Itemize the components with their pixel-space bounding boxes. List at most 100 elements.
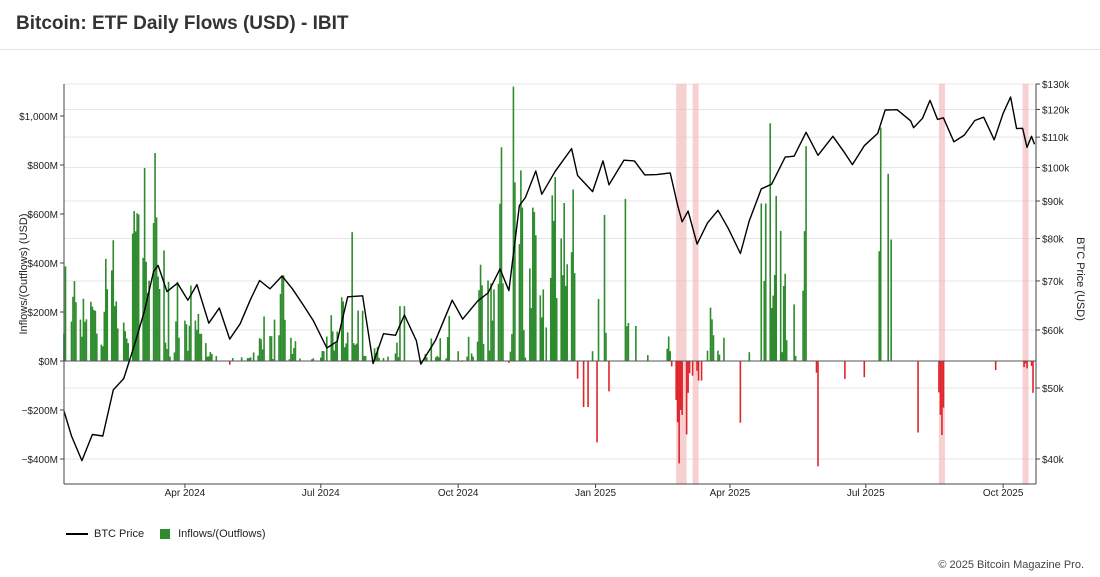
flow-bar	[166, 348, 168, 361]
flow-bar	[133, 211, 135, 361]
flow-bar	[627, 323, 630, 361]
flow-bar	[157, 276, 159, 361]
flow-bar	[802, 290, 804, 361]
flow-bar	[290, 337, 292, 361]
flow-bar	[739, 361, 742, 423]
flow-bar	[81, 336, 83, 361]
flow-bar	[125, 338, 128, 361]
grid-lines	[64, 83, 1036, 460]
flow-bar	[403, 306, 406, 361]
flow-bar	[687, 361, 689, 393]
flow-bar	[436, 355, 439, 361]
flow-bar	[697, 361, 700, 381]
flow-bar	[542, 289, 545, 361]
flow-bar	[763, 280, 766, 361]
flow-bar	[466, 356, 468, 361]
flow-bar	[199, 333, 201, 361]
legend-flows-label[interactable]: Inflows/(Outflows)	[178, 528, 266, 540]
flow-bar	[249, 357, 252, 361]
flow-bar	[105, 258, 107, 361]
flow-bar	[299, 358, 301, 361]
left-tick-label: $800M	[27, 161, 58, 172]
flow-bar	[72, 296, 74, 361]
flow-bar	[211, 353, 213, 361]
flow-bars	[63, 86, 1034, 467]
flow-bar	[131, 233, 134, 361]
x-tick-label: Jul 2024	[302, 488, 340, 499]
x-tick-label: Apr 2025	[710, 488, 751, 499]
flow-bar	[448, 315, 451, 361]
highlight-band	[938, 84, 945, 484]
flow-bar	[994, 361, 997, 371]
flow-bar	[430, 338, 433, 361]
flow-bar	[173, 352, 176, 361]
flow-bar	[334, 343, 337, 361]
flow-bar	[446, 336, 449, 361]
flow-bar	[570, 252, 573, 361]
flow-bar	[64, 266, 67, 361]
flow-bar	[73, 281, 76, 361]
flow-bar	[1026, 361, 1028, 369]
flow-bar	[879, 127, 882, 361]
flow-bar	[784, 273, 786, 361]
highlight-band	[1022, 84, 1029, 484]
left-tick-label: $0M	[39, 357, 58, 368]
flow-bar	[482, 343, 485, 361]
flow-bar	[167, 281, 170, 361]
flow-bar	[539, 295, 542, 361]
flow-bar	[261, 349, 264, 361]
right-tick-label: $60k	[1042, 326, 1065, 337]
flow-bar	[293, 348, 295, 361]
flow-bar	[124, 331, 127, 361]
flow-bar	[844, 361, 846, 379]
flow-bar	[91, 306, 94, 361]
flow-bar	[878, 251, 881, 361]
flow-bar	[676, 361, 679, 423]
flow-bar	[269, 336, 271, 361]
flow-bar	[110, 270, 113, 361]
flow-bar	[382, 358, 385, 361]
flow-bar	[342, 301, 345, 361]
flow-bar	[490, 283, 492, 361]
flow-bar	[1032, 361, 1034, 393]
copyright-text: © 2025 Bitcoin Magazine Pro.	[938, 559, 1084, 571]
flow-bar	[103, 311, 106, 361]
flow-bar	[291, 353, 294, 361]
x-tick-label: Jul 2025	[847, 488, 885, 499]
flow-bar	[597, 299, 600, 361]
flow-bar	[775, 195, 778, 361]
flow-bar	[514, 182, 516, 361]
flow-bar	[208, 356, 210, 361]
flow-bar	[669, 351, 671, 361]
flow-bar	[445, 358, 448, 361]
flow-bar	[152, 223, 155, 361]
flow-bar	[523, 330, 525, 361]
flow-bar	[566, 264, 568, 361]
flow-bar	[257, 355, 259, 361]
flow-bar	[457, 351, 459, 361]
x-tick-label: Oct 2024	[438, 488, 479, 499]
flow-bar	[146, 292, 149, 361]
flow-bar	[248, 358, 250, 361]
flow-bar	[502, 283, 504, 361]
flow-bar	[533, 212, 536, 361]
flow-bar	[188, 325, 191, 361]
legend-price-label[interactable]: BTC Price	[94, 528, 145, 540]
flow-bar	[685, 361, 688, 435]
flow-bar	[520, 170, 522, 361]
flow-bar	[532, 207, 534, 361]
flow-bar	[560, 238, 562, 361]
flow-bar	[545, 327, 548, 361]
chart-title: Bitcoin: ETF Daily Flows (USD) - IBIT	[16, 13, 349, 34]
flow-bar	[805, 146, 807, 361]
flow-bar	[340, 297, 343, 361]
flow-bar	[890, 239, 892, 361]
flow-bar	[481, 285, 483, 361]
highlight-bands	[676, 84, 1029, 484]
flow-bar	[551, 195, 554, 361]
flow-bar	[772, 295, 775, 361]
flow-bar	[396, 342, 398, 361]
flow-bar	[794, 355, 797, 361]
flow-bar	[470, 353, 473, 361]
flow-bar	[345, 343, 347, 361]
